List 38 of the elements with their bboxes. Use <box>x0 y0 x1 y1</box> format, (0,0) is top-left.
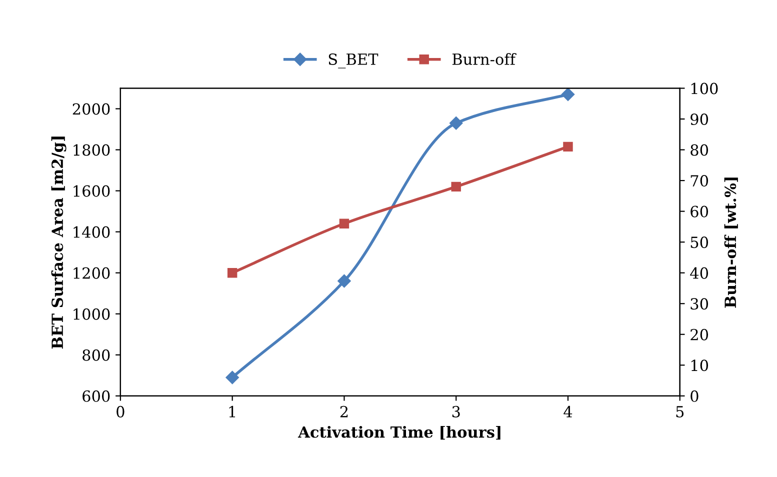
x-tick-label: 3 <box>452 406 460 418</box>
point <box>338 274 351 288</box>
y2-tick-label: 0 <box>690 390 698 402</box>
point <box>227 268 238 278</box>
y-tick-label: 1000 <box>74 308 110 320</box>
y2-tick-label: 30 <box>690 298 708 310</box>
y-tick-label: 1400 <box>74 226 110 238</box>
point <box>561 88 575 101</box>
y2-tick-label: 100 <box>691 82 718 94</box>
x-tick-label: 2 <box>340 406 348 418</box>
legend-label: Burn-off <box>452 53 516 65</box>
y-tick-label: 2000 <box>72 103 110 115</box>
point <box>450 116 463 130</box>
y2-tick-label: 10 <box>691 360 708 372</box>
x-tick-label: 4 <box>564 406 572 418</box>
y2-tick-label: 60 <box>690 206 708 218</box>
y2-tick-label: 90 <box>690 113 708 126</box>
point <box>226 370 239 384</box>
x-tick-label: 1 <box>229 406 236 418</box>
point <box>451 182 461 192</box>
y-tick-label: 1200 <box>74 267 110 279</box>
y-tick-label: 800 <box>82 349 110 361</box>
y2-tick-label: 40 <box>690 267 708 279</box>
y-tick-label: 1600 <box>74 185 110 197</box>
x-tick-label: 0 <box>116 406 124 418</box>
y2-axis-title: Burn-off [wt.%] <box>724 178 738 308</box>
x-tick-label: 5 <box>676 406 684 418</box>
point <box>339 218 350 228</box>
y-tick-label: 1800 <box>74 144 110 156</box>
legend-label: S_BET <box>328 53 378 68</box>
y2-tick-label: 20 <box>690 328 708 340</box>
point <box>563 142 573 152</box>
y-axis-title: BET Surface Area [m2/g] <box>51 136 66 349</box>
y-tick-label: 600 <box>82 390 110 402</box>
y2-tick-label: 80 <box>690 144 708 156</box>
x-axis-title: Activation Time [hours] <box>298 426 500 440</box>
y2-tick-label: 50 <box>690 236 708 248</box>
y2-tick-label: 70 <box>690 175 708 187</box>
